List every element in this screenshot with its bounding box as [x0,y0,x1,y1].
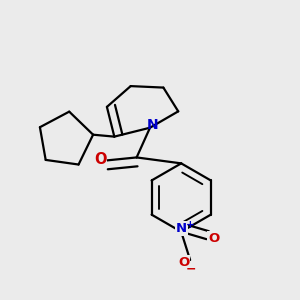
Text: N: N [147,118,158,132]
Text: O: O [94,152,106,167]
Text: O: O [178,256,190,269]
Text: N: N [176,222,187,235]
Text: O: O [208,232,219,245]
Text: +: + [186,220,195,230]
Text: −: − [185,263,196,276]
